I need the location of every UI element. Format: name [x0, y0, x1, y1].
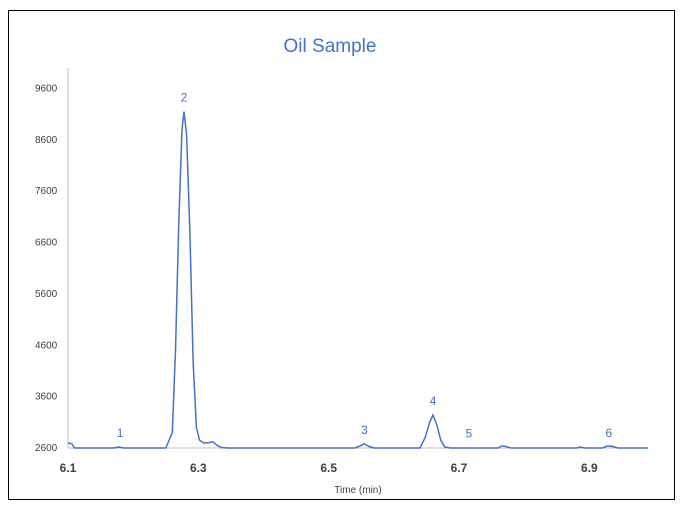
peak-label: 3 [361, 423, 368, 437]
x-tick-label: 6.9 [581, 461, 598, 475]
y-tick-labels: 2600 3600 4600 5600 6600 7600 8600 9600 [35, 84, 58, 454]
y-tick-label: 9600 [35, 84, 58, 95]
x-tick-label: 6.3 [190, 461, 207, 475]
peak-label: 2 [181, 91, 188, 105]
peak-label: 1 [117, 426, 124, 440]
peak-label: 5 [465, 426, 472, 440]
peak-label: 4 [430, 394, 437, 408]
x-tick-label: 6.5 [320, 461, 337, 475]
x-tick-label: 6.1 [60, 461, 77, 475]
x-axis-label: Time (min) [334, 485, 381, 496]
x-tick-label: 6.7 [451, 461, 468, 475]
chart-title: Oil Sample [284, 36, 377, 57]
y-tick-label: 3600 [35, 392, 58, 403]
y-tick-label: 7600 [35, 186, 58, 197]
y-tick-label: 2600 [35, 443, 58, 454]
y-tick-label: 4600 [35, 340, 58, 351]
y-tick-label: 5600 [35, 289, 58, 300]
peak-labels: 1 2 3 4 5 6 [117, 91, 613, 441]
y-tick-label: 6600 [35, 238, 58, 249]
series-line [67, 111, 648, 449]
x-tick-labels: 6.1 6.3 6.5 6.7 6.9 [60, 461, 598, 475]
chart-frame [8, 10, 675, 500]
y-tick-label: 8600 [35, 135, 58, 146]
peak-label: 6 [606, 426, 613, 440]
